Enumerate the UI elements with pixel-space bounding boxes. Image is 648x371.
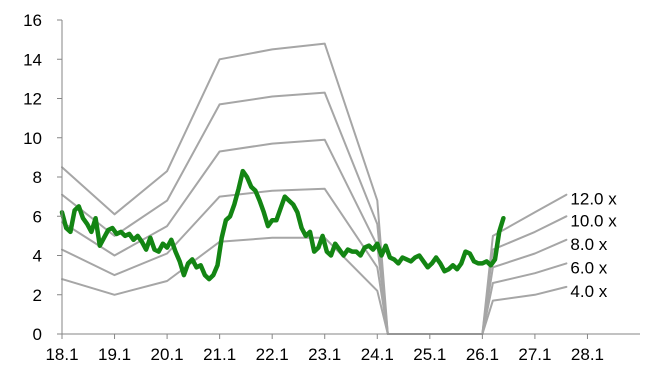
- labels: 12.0 x 10.0 x 8.0 x 6.0 x 4.0 x: [570, 190, 617, 301]
- series-label: 12.0 x: [570, 190, 617, 209]
- plot-lines: [59, 42, 568, 335]
- x-tick-label: 26.1: [466, 345, 499, 364]
- y-tick-label: 0: [33, 325, 42, 344]
- series-label: 8.0 x: [570, 235, 607, 254]
- x-tick-label: 22.1: [256, 345, 289, 364]
- x-tick-label: 24.1: [361, 345, 394, 364]
- y-tick-label: 8: [33, 168, 42, 187]
- price-series-line: [59, 168, 506, 282]
- series-label: 4.0 x: [570, 282, 607, 301]
- x-tick-label: 18.1: [45, 345, 78, 364]
- axes: 0 2 4 6 8 10 12 14 16 18.1 19.1 20.1 21.1 22.1 23.1 24.…: [23, 11, 640, 364]
- y-tick-label: 16: [23, 11, 42, 30]
- x-tick-label: 20.1: [151, 345, 184, 364]
- y-tick-label: 14: [23, 50, 42, 69]
- band-series-line-4: [61, 236, 568, 335]
- y-tick-label: 2: [33, 286, 42, 305]
- x-tick-label: 19.1: [98, 345, 131, 364]
- y-tick-label: 4: [33, 247, 42, 266]
- band-series-line-3: [61, 187, 568, 335]
- y-tick-label: 6: [33, 207, 42, 226]
- x-tick-label: 25.1: [413, 345, 446, 364]
- x-tick-label: 21.1: [203, 345, 236, 364]
- band-series-line-1: [61, 91, 568, 335]
- x-tick-label: 28.1: [571, 345, 604, 364]
- band-series-line-2: [61, 138, 568, 335]
- series-label: 6.0 x: [570, 258, 607, 277]
- x-tick-label: 23.1: [308, 345, 341, 364]
- series-label: 10.0 x: [570, 211, 617, 230]
- y-tick-label: 10: [23, 129, 42, 148]
- x-tick-label: 27.1: [518, 345, 551, 364]
- y-tick-label: 12: [23, 90, 42, 109]
